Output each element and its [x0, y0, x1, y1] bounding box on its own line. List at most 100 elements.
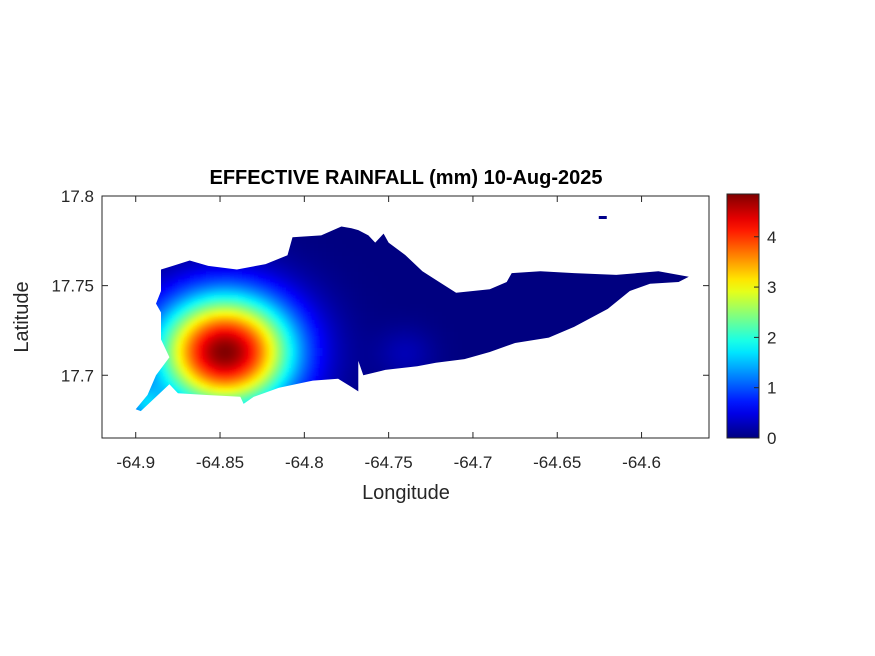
heat-cell	[258, 248, 263, 253]
heat-cell	[246, 304, 251, 309]
heat-cell	[210, 200, 215, 205]
heat-cell	[135, 380, 139, 385]
heat-cell	[238, 308, 243, 313]
heat-cell	[414, 408, 419, 412]
heat-cell	[166, 332, 171, 337]
heat-cell	[158, 300, 163, 305]
heat-cell	[190, 416, 195, 421]
heat-cell	[146, 248, 151, 253]
heat-cell	[310, 216, 315, 221]
heat-cell	[230, 260, 235, 265]
heat-cell	[398, 360, 403, 365]
heat-cell	[418, 332, 423, 337]
heat-cell	[214, 380, 219, 385]
heat-cell	[338, 296, 343, 301]
heat-cell	[166, 376, 171, 381]
heat-cell	[342, 408, 347, 412]
heat-cell	[254, 332, 259, 337]
heat-cell	[226, 244, 231, 249]
heat-cell	[102, 424, 107, 429]
heat-cell	[250, 240, 255, 245]
heat-cell	[242, 396, 247, 401]
heat-cell	[198, 388, 203, 393]
heat-cell	[414, 352, 419, 357]
heat-cell	[102, 288, 107, 293]
heat-cell	[318, 328, 323, 333]
heat-cell	[306, 328, 311, 333]
heat-cell	[370, 248, 375, 253]
heat-cell	[262, 376, 267, 381]
heat-cell	[302, 268, 307, 273]
heat-cell	[214, 240, 219, 245]
heat-cell	[238, 376, 243, 381]
heat-cell	[406, 428, 411, 433]
heat-cell	[198, 296, 203, 301]
heat-cell	[362, 308, 367, 313]
heat-cell	[234, 256, 239, 261]
heat-cell	[406, 368, 411, 373]
heat-cell	[238, 340, 243, 345]
heat-cell	[350, 196, 355, 201]
heat-cell	[206, 252, 211, 257]
heat-cell	[266, 272, 271, 277]
heat-cell	[358, 372, 363, 377]
heat-cell	[214, 236, 219, 241]
heat-cell	[202, 276, 207, 281]
heat-cell	[370, 236, 375, 241]
heat-cell	[146, 312, 151, 317]
heat-cell	[242, 284, 247, 289]
heat-cell	[114, 340, 119, 345]
heat-cell	[406, 272, 411, 277]
heat-cell	[174, 432, 179, 437]
heat-cell	[198, 304, 203, 309]
heat-cell	[122, 424, 127, 429]
heat-cell	[410, 404, 415, 409]
heat-cell	[342, 424, 347, 429]
heat-cell	[330, 324, 335, 329]
heat-cell	[198, 244, 203, 249]
heat-cell	[174, 248, 179, 253]
heat-cell	[234, 324, 239, 329]
heat-cell	[342, 368, 347, 373]
heat-cell	[162, 232, 167, 237]
heat-cell	[362, 356, 367, 361]
heat-cell	[390, 276, 395, 281]
heat-cell	[374, 324, 379, 329]
heat-cell	[326, 324, 331, 329]
heat-cell	[378, 208, 383, 213]
heat-cell	[158, 364, 163, 369]
heat-cell	[406, 324, 411, 329]
heat-cell	[350, 324, 355, 329]
heat-cell	[182, 320, 187, 325]
heat-cell	[322, 396, 327, 401]
heat-cell	[150, 356, 155, 361]
heat-cell	[314, 364, 319, 369]
heat-cell	[102, 216, 107, 221]
heat-cell	[122, 200, 127, 205]
heat-cell	[406, 328, 411, 333]
heat-cell	[270, 396, 275, 401]
heat-cell	[294, 200, 299, 205]
heat-cell	[350, 300, 355, 305]
heat-cell	[302, 248, 307, 253]
heat-cell	[294, 204, 299, 209]
heat-cell	[202, 196, 207, 201]
heat-cell	[310, 240, 315, 245]
heat-cell	[382, 424, 387, 429]
heat-cell	[354, 392, 359, 397]
heat-cell	[374, 272, 379, 277]
heat-cell	[246, 420, 251, 425]
heat-cell	[198, 344, 203, 349]
heat-cell	[342, 312, 347, 317]
heat-cell	[182, 328, 187, 333]
heat-cell	[230, 280, 235, 285]
heat-cell	[410, 280, 415, 285]
heat-cell	[330, 360, 335, 365]
heat-cell	[198, 432, 203, 437]
heat-cell	[170, 408, 175, 412]
heat-cell	[398, 256, 403, 261]
heat-cell	[130, 412, 135, 417]
heat-cell	[378, 216, 383, 221]
heat-cell	[166, 420, 171, 425]
heat-cell	[254, 348, 259, 353]
